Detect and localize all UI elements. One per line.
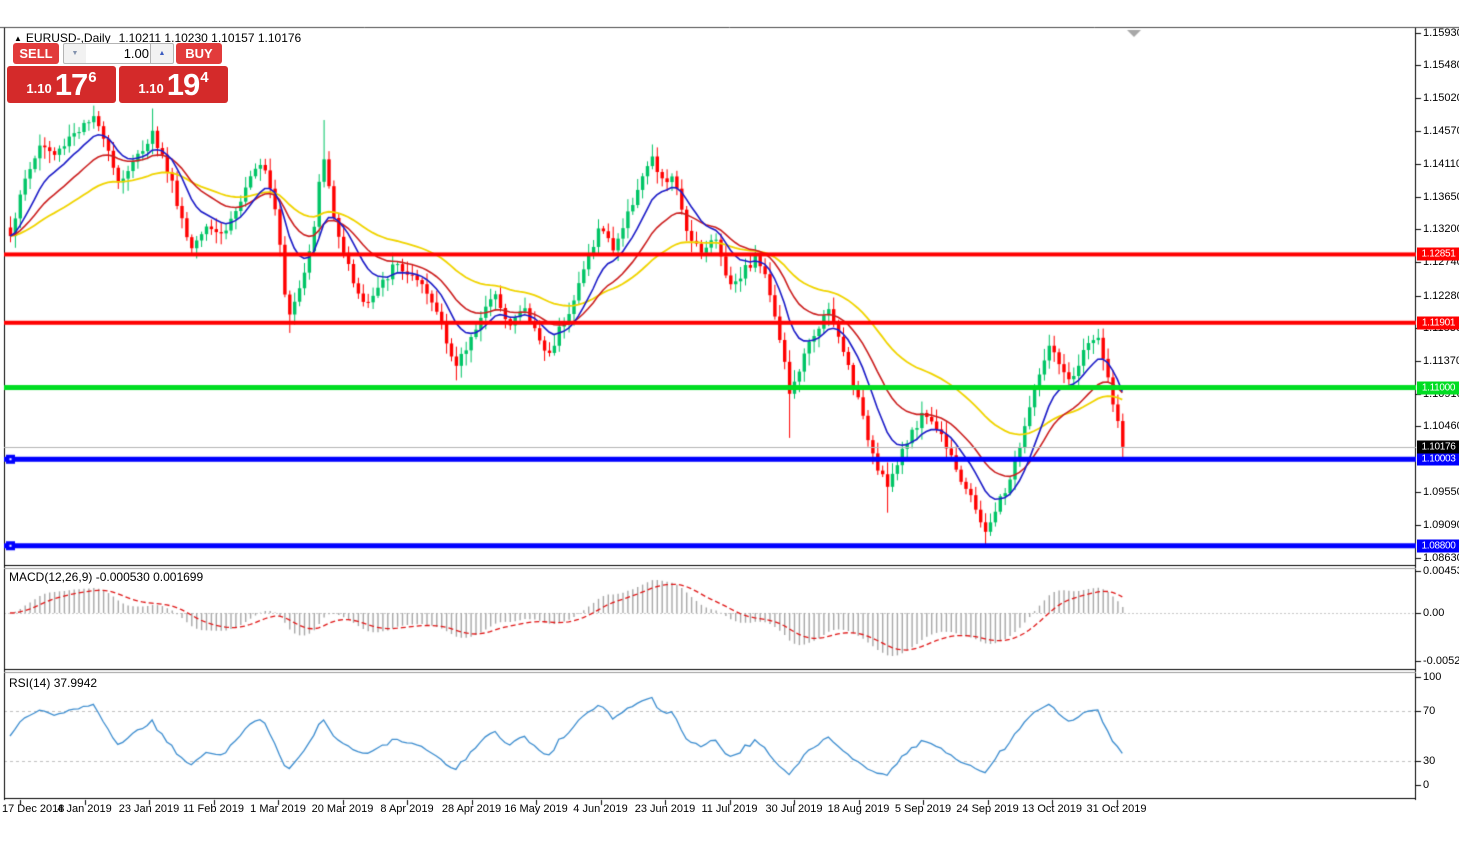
- x-axis-date-label: 11 Jul 2019: [701, 803, 758, 815]
- sell-button[interactable]: SELL: [13, 43, 59, 64]
- price-level-label[interactable]: 1.08800: [1417, 539, 1459, 553]
- x-axis-date-label: 17 Dec 2018: [2, 803, 65, 815]
- volume-increase-icon[interactable]: ▲: [150, 43, 174, 64]
- price-level-label[interactable]: 1.11901: [1417, 316, 1459, 330]
- price-level-label[interactable]: 1.10003: [1417, 452, 1459, 466]
- y-axis-tick: 1.08630: [1423, 552, 1459, 564]
- x-axis-date-label: 4 Jan 2019: [57, 803, 112, 815]
- y-axis-tick: 1.11370: [1423, 354, 1459, 367]
- buy-price-sup: 4: [200, 69, 209, 86]
- x-axis-date-label: 4 Jun 2019: [573, 803, 628, 815]
- x-axis-date-label: 23 Jun 2019: [634, 803, 696, 815]
- x-axis-date-label: 18 Aug 2019: [827, 803, 890, 815]
- y-axis-tick: 1.09550: [1423, 485, 1459, 498]
- y-axis-tick: 1.14570: [1423, 124, 1459, 137]
- y-axis-tick: 1.14110: [1423, 157, 1459, 170]
- x-axis-date-label: 28 Apr 2019: [441, 803, 502, 815]
- buy-button[interactable]: BUY: [176, 43, 222, 64]
- x-axis-date-label: 8 Apr 2019: [380, 803, 434, 815]
- collapse-triangle-icon[interactable]: ▲: [14, 34, 22, 43]
- buy-price-big: 19: [166, 66, 200, 102]
- macd-axis-value: 0.00: [1423, 607, 1445, 619]
- macd-label: MACD(12,26,9) -0.000530 0.001699: [9, 570, 204, 584]
- rsi-axis-value: 0: [1423, 779, 1430, 791]
- current-price-label: 1.10176: [1417, 440, 1459, 454]
- volume-decrease-icon[interactable]: ▼: [63, 43, 87, 64]
- x-axis-date-label: 1 Mar 2019: [250, 803, 306, 815]
- x-axis-date-label: 30 Jul 2019: [765, 803, 823, 815]
- x-axis-date-label: 20 Mar 2019: [311, 803, 374, 815]
- sell-price-sup: 6: [88, 69, 97, 86]
- macd-axis-value: 0.004536: [1423, 564, 1459, 577]
- chart-title: ▲ EURUSD-,Daily 1.10211 1.10230 1.10157 1.…: [14, 31, 301, 45]
- x-axis-date-label: 23 Jan 2019: [118, 803, 180, 815]
- chart-symbol-label: EURUSD-,Daily: [25, 31, 111, 45]
- y-axis-tick: 1.15480: [1423, 59, 1459, 72]
- y-axis-tick: 1.13650: [1423, 190, 1459, 203]
- sell-price-display[interactable]: 1.10 17 6: [7, 66, 116, 103]
- rsi-axis-value: 100: [1423, 671, 1442, 683]
- volume-input[interactable]: [86, 43, 153, 64]
- x-axis-date-label: 5 Sep 2019: [894, 803, 952, 815]
- y-axis-tick: 1.15930: [1423, 27, 1459, 39]
- x-axis-date-label: 24 Sep 2019: [956, 803, 1019, 815]
- buy-price-display[interactable]: 1.10 19 4: [119, 66, 228, 103]
- x-axis-date-label: 16 May 2019: [504, 803, 568, 815]
- sell-price-frac: 1.10: [26, 81, 52, 96]
- rsi-label: RSI(14) 37.9942: [9, 676, 98, 690]
- y-axis-tick: 1.13200: [1423, 223, 1459, 236]
- rsi-axis-value: 30: [1423, 754, 1436, 767]
- price-level-label[interactable]: 1.12851: [1417, 247, 1459, 261]
- y-axis-tick: 1.15020: [1423, 92, 1459, 105]
- macd-axis-value: -0.005205: [1423, 655, 1459, 667]
- x-axis-date-label: 11 Feb 2019: [183, 803, 244, 815]
- rsi-axis-value: 70: [1423, 705, 1436, 718]
- y-axis-tick: 1.12280: [1423, 289, 1459, 302]
- buy-price-frac: 1.10: [138, 81, 164, 96]
- chart-ohlc-values: 1.10211 1.10230 1.10157 1.10176: [118, 31, 302, 45]
- y-axis-tick: 1.09090: [1423, 518, 1459, 531]
- x-axis-date-label: 13 Oct 2019: [1022, 803, 1082, 815]
- x-axis-date-label: 31 Oct 2019: [1086, 803, 1147, 815]
- sell-price-big: 17: [54, 66, 88, 102]
- price-level-label[interactable]: 1.11000: [1417, 381, 1459, 395]
- y-axis-tick: 1.10460: [1423, 420, 1459, 433]
